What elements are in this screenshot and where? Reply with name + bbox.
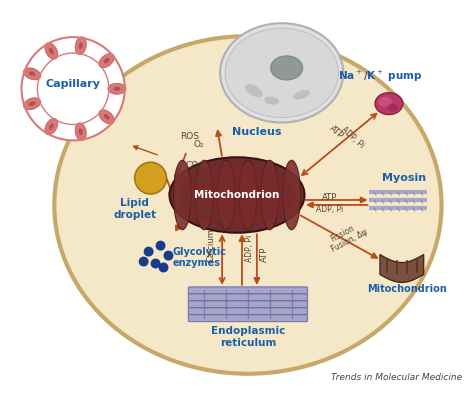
Ellipse shape xyxy=(75,123,86,141)
Text: ATP: ATP xyxy=(260,246,269,262)
Text: Nucleus: Nucleus xyxy=(232,127,282,138)
Circle shape xyxy=(139,257,149,266)
Text: O₂: O₂ xyxy=(193,140,204,149)
Ellipse shape xyxy=(378,97,392,107)
Ellipse shape xyxy=(75,37,86,55)
Circle shape xyxy=(159,263,168,272)
Text: Glycolytic
enzymes: Glycolytic enzymes xyxy=(173,247,227,268)
FancyBboxPatch shape xyxy=(188,301,308,308)
Text: Myosin: Myosin xyxy=(382,173,426,183)
FancyBboxPatch shape xyxy=(188,287,308,294)
Ellipse shape xyxy=(24,68,41,80)
Ellipse shape xyxy=(79,42,83,49)
Text: ADP, Pi: ADP, Pi xyxy=(245,234,254,262)
Ellipse shape xyxy=(24,98,41,110)
Circle shape xyxy=(155,241,165,251)
Circle shape xyxy=(164,251,173,261)
Polygon shape xyxy=(380,255,424,283)
Text: ADP, Pi: ADP, Pi xyxy=(316,205,343,214)
Ellipse shape xyxy=(104,58,109,63)
Ellipse shape xyxy=(79,129,83,135)
Ellipse shape xyxy=(375,93,403,115)
Text: Fusion, Δψ: Fusion, Δψ xyxy=(329,227,369,253)
Ellipse shape xyxy=(173,160,191,230)
Ellipse shape xyxy=(283,160,301,230)
FancyBboxPatch shape xyxy=(188,294,308,301)
Ellipse shape xyxy=(29,72,36,76)
Ellipse shape xyxy=(245,84,263,97)
Ellipse shape xyxy=(217,160,235,230)
Text: Trends in Molecular Medicine: Trends in Molecular Medicine xyxy=(331,373,463,382)
Text: Fission: Fission xyxy=(329,224,356,244)
Ellipse shape xyxy=(49,123,54,130)
Ellipse shape xyxy=(225,28,338,118)
Ellipse shape xyxy=(261,160,279,230)
Circle shape xyxy=(151,259,161,268)
Text: ADP, Pi: ADP, Pi xyxy=(339,125,365,151)
FancyBboxPatch shape xyxy=(188,315,308,321)
Ellipse shape xyxy=(170,157,304,233)
Text: Na$^+$/K$^+$ pump: Na$^+$/K$^+$ pump xyxy=(338,69,423,84)
Text: ATP: ATP xyxy=(328,123,345,140)
Circle shape xyxy=(144,247,154,257)
Ellipse shape xyxy=(293,90,310,99)
Ellipse shape xyxy=(108,83,126,94)
Ellipse shape xyxy=(55,36,442,374)
Text: ATP: ATP xyxy=(322,193,337,202)
Circle shape xyxy=(21,37,125,140)
Ellipse shape xyxy=(220,23,343,123)
Ellipse shape xyxy=(113,87,120,91)
Ellipse shape xyxy=(99,53,114,68)
Text: Carbohydrate: Carbohydrate xyxy=(175,190,230,227)
FancyBboxPatch shape xyxy=(188,308,308,315)
Text: Endoplasmic
reticulum: Endoplasmic reticulum xyxy=(211,326,285,348)
Text: Capillary: Capillary xyxy=(46,79,100,89)
Circle shape xyxy=(135,162,166,194)
Text: Fat: Fat xyxy=(195,176,209,185)
Ellipse shape xyxy=(49,48,54,54)
Text: Mitochondrion: Mitochondrion xyxy=(367,285,447,294)
Ellipse shape xyxy=(264,97,279,105)
Ellipse shape xyxy=(99,110,114,124)
Ellipse shape xyxy=(388,104,398,112)
Ellipse shape xyxy=(45,118,58,135)
Text: Mitochondrion: Mitochondrion xyxy=(194,190,280,200)
Ellipse shape xyxy=(104,114,109,119)
Text: ROS: ROS xyxy=(180,132,199,141)
Text: Lipid
droplet: Lipid droplet xyxy=(113,198,156,220)
Text: CO₂: CO₂ xyxy=(185,161,202,170)
Ellipse shape xyxy=(180,164,294,226)
Text: Calcium: Calcium xyxy=(206,228,215,262)
Ellipse shape xyxy=(29,101,36,106)
Ellipse shape xyxy=(271,56,302,80)
Ellipse shape xyxy=(45,43,58,59)
Ellipse shape xyxy=(195,160,213,230)
Ellipse shape xyxy=(239,160,257,230)
